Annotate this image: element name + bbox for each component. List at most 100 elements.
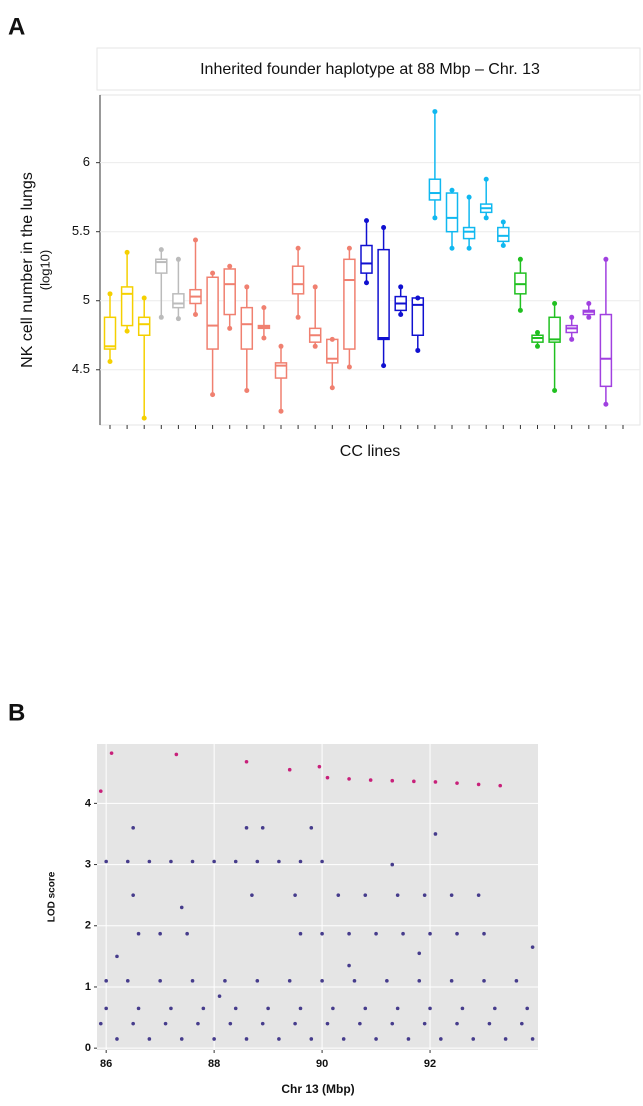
point (293, 1021, 297, 1026)
point (115, 954, 119, 959)
box (497, 226, 510, 243)
point (466, 245, 472, 251)
point (320, 859, 324, 864)
point (498, 783, 503, 788)
point (261, 305, 267, 311)
point (233, 1006, 238, 1011)
point (364, 280, 369, 286)
y-axis-label-unit: (log10) (37, 250, 52, 290)
point (395, 893, 400, 897)
point (320, 931, 324, 936)
point (381, 363, 387, 369)
point (196, 1021, 200, 1026)
point (266, 1006, 270, 1011)
point (500, 243, 506, 249)
point (278, 343, 284, 349)
point (261, 335, 267, 341)
point (530, 1037, 535, 1041)
point (193, 237, 198, 243)
box (428, 178, 442, 201)
point (125, 859, 130, 864)
point (298, 931, 303, 936)
point (487, 1021, 492, 1026)
point (141, 295, 147, 301)
point (417, 979, 422, 983)
point (476, 893, 481, 897)
point (109, 751, 114, 755)
point (298, 1006, 303, 1011)
point (212, 1037, 216, 1041)
point (552, 387, 558, 393)
point (277, 1037, 281, 1041)
point (179, 1037, 184, 1041)
point (104, 1006, 108, 1011)
point (233, 859, 238, 864)
y-tick-label: 1 (85, 981, 91, 993)
point (295, 314, 301, 320)
panel-b-label: B (8, 699, 25, 726)
box (445, 192, 459, 233)
point (158, 979, 162, 983)
plot-area (97, 744, 538, 1050)
point (147, 1037, 152, 1041)
box (377, 248, 390, 341)
box (343, 258, 356, 350)
y-axis-label: LOD score (47, 871, 58, 922)
point (136, 1006, 141, 1011)
point (483, 215, 489, 221)
point (347, 963, 351, 968)
point (517, 256, 523, 262)
point (449, 893, 454, 897)
point (244, 759, 249, 764)
point (107, 358, 113, 364)
point (141, 415, 147, 421)
point (158, 314, 164, 320)
point (104, 859, 108, 864)
point (341, 1037, 346, 1041)
point (309, 826, 314, 830)
point (217, 994, 222, 998)
point (169, 1006, 173, 1011)
point (352, 979, 357, 983)
point (363, 893, 368, 897)
box (291, 265, 305, 295)
point (227, 325, 233, 331)
y-tick-label: 6 (83, 154, 90, 169)
point (422, 1021, 427, 1026)
point (107, 291, 113, 297)
point (535, 343, 540, 349)
point (406, 1037, 411, 1041)
x-tick-label: 90 (316, 1058, 328, 1070)
point (586, 300, 592, 306)
y-axis-label: NK cell number in the lungs (19, 172, 36, 368)
y-tick-label: 0 (85, 1042, 91, 1054)
chart-title: Inherited founder haplotype at 88 Mbp – … (200, 61, 540, 78)
box (155, 258, 168, 274)
point (250, 893, 254, 897)
point (331, 1006, 335, 1011)
point (398, 284, 404, 290)
point (449, 245, 455, 251)
point (500, 219, 506, 225)
point (228, 1021, 233, 1026)
box (137, 316, 151, 337)
point (124, 249, 130, 255)
point (98, 789, 103, 793)
point (525, 1006, 530, 1011)
x-axis-label: CC lines (340, 443, 400, 460)
point (514, 979, 519, 983)
x-axis-label: Chr 13 (Mbp) (281, 1082, 354, 1096)
point (586, 314, 592, 320)
point (439, 1037, 443, 1041)
point (374, 1037, 378, 1041)
title-strip (96, 47, 641, 91)
point (466, 194, 472, 200)
box (599, 313, 613, 388)
point (244, 387, 250, 393)
point (163, 1021, 168, 1026)
point (482, 931, 486, 936)
point (476, 782, 481, 787)
point (432, 215, 438, 221)
point (385, 979, 389, 983)
